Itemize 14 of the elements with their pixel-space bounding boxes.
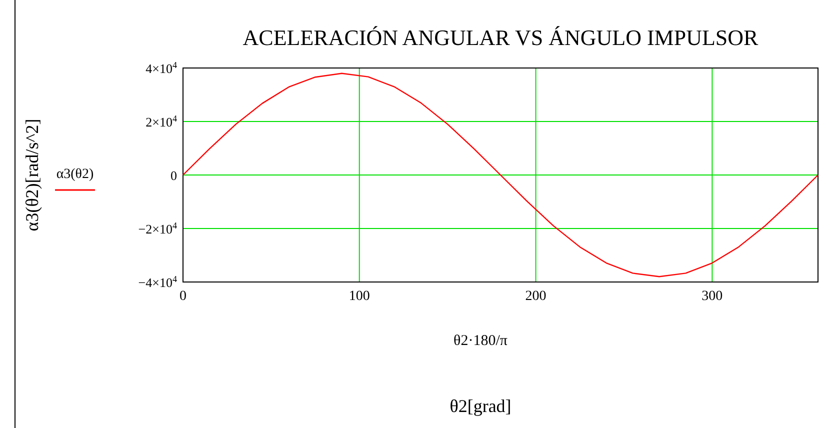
text: α3(θ2)[rad/s^2] <box>22 118 42 232</box>
y-tick-label: −2×10$^{4}$ <box>138 220 178 236</box>
x-tick-label: 100 <box>348 289 370 304</box>
x-axis-title: θ2·180/π <box>454 333 508 349</box>
y-tick-label: 2×10$^{4}$ <box>146 114 178 130</box>
line-series <box>182 72 819 278</box>
x-tick-label: 300 <box>702 289 723 304</box>
text: θ2[grad] <box>450 396 512 416</box>
text: α3(θ2) <box>56 167 94 182</box>
x-tick-label: 200 <box>525 289 546 304</box>
chart-title: ACELERACIÓN ANGULAR VS ÁNGULO IMPULSOR <box>242 25 759 50</box>
y-tick-label: 4×10$^{4}$ <box>146 60 178 76</box>
y-tick-label: −4×10$^{4}$ <box>138 274 178 290</box>
y-tick-label: 0 <box>170 168 177 183</box>
